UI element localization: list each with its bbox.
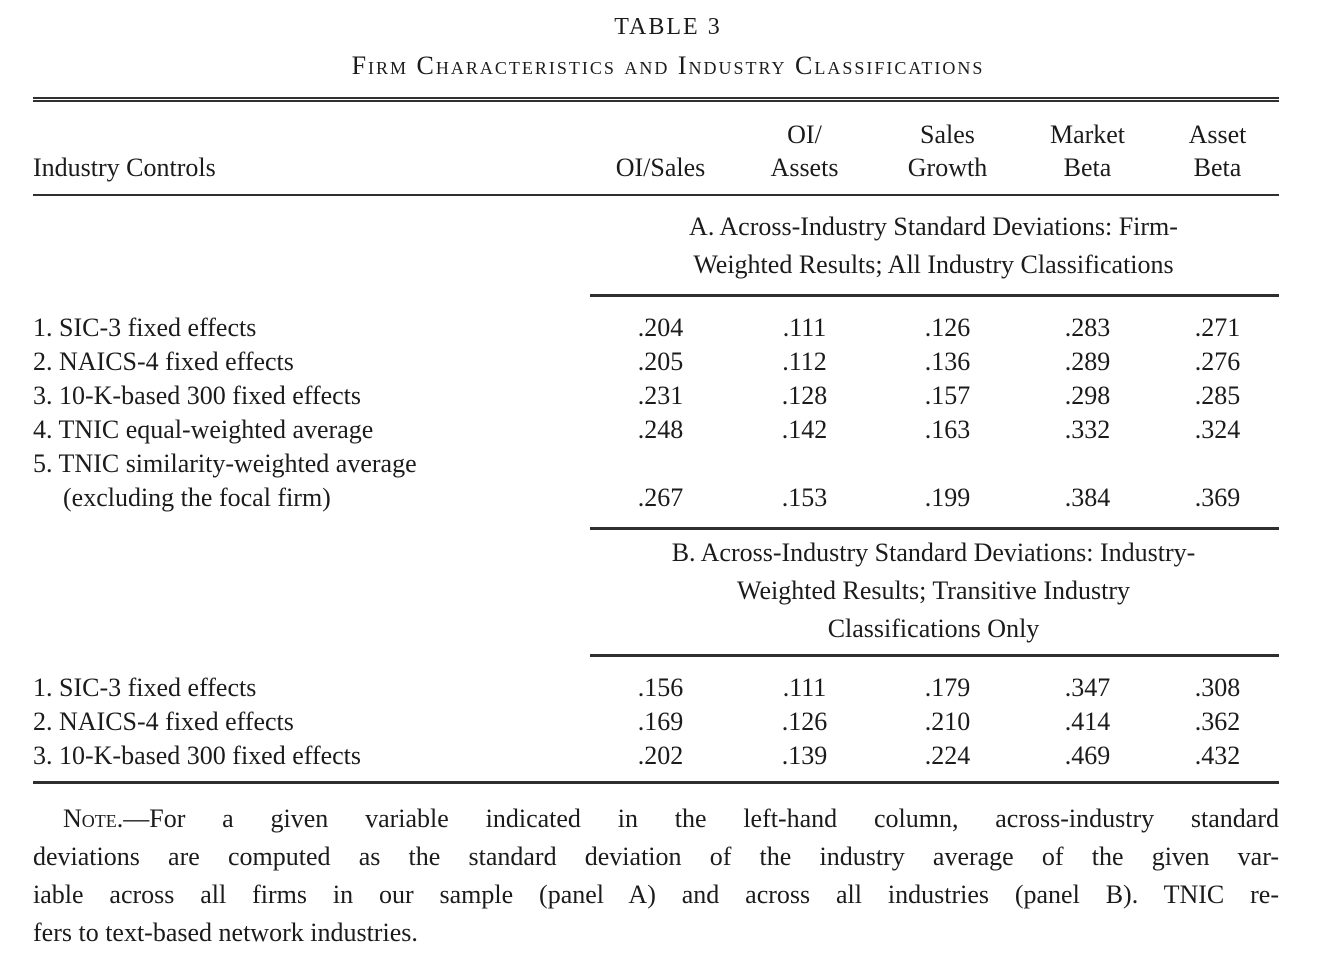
- column-header-oi-assets: OI/ Assets: [733, 118, 876, 184]
- stub-header: Industry Controls: [33, 153, 216, 182]
- cell-value: .347: [1064, 673, 1111, 702]
- cell-value: .136: [924, 347, 971, 376]
- column-header-line: Asset: [1188, 120, 1247, 149]
- panel-a-rows: 1. SIC-3 fixed effects .204 .111 .126 .2…: [33, 297, 1279, 527]
- panel-a-heading: A. Across-Industry Standard Deviations: …: [588, 208, 1279, 284]
- row-label: 2. NAICS-4 fixed effects: [33, 707, 294, 736]
- panel-a-rule: [590, 294, 1279, 297]
- row-label: 2. NAICS-4 fixed effects: [33, 347, 294, 376]
- column-header-oi-sales: OI/Sales: [588, 151, 733, 184]
- top-double-rule: [33, 97, 1279, 102]
- cell-value: .332: [1064, 415, 1111, 444]
- column-header-line: Growth: [907, 153, 988, 182]
- row-label: 1. SIC-3 fixed effects: [33, 313, 257, 342]
- cell-value: .324: [1194, 415, 1241, 444]
- cell-value: .126: [781, 707, 828, 736]
- cell-value: .384: [1064, 483, 1111, 512]
- panel-b-rule: [590, 654, 1279, 657]
- row-label-line: 5. TNIC similarity-weighted average: [33, 449, 417, 478]
- cell-value: .205: [637, 347, 684, 376]
- cell-value: .298: [1064, 381, 1111, 410]
- cell-value: .469: [1064, 741, 1111, 770]
- cell-value: .308: [1194, 673, 1241, 702]
- panel-b-rows: 1. SIC-3 fixed effects .156 .111 .179 .3…: [33, 657, 1279, 781]
- cell-value: .111: [782, 673, 827, 702]
- panel-b-heading-line: Weighted Results; Transitive Industry: [737, 576, 1130, 605]
- panel-b-heading: B. Across-Industry Standard Deviations: …: [588, 534, 1279, 648]
- cell-value: .169: [637, 707, 684, 736]
- cell-value: .283: [1064, 313, 1111, 342]
- cell-value: .362: [1194, 707, 1241, 736]
- cell-value: .271: [1194, 313, 1241, 342]
- column-header-line: Beta: [1193, 153, 1242, 182]
- cell-value: .111: [782, 313, 827, 342]
- cell-value: .112: [782, 347, 827, 376]
- row-label: 4. TNIC equal-weighted average: [33, 415, 374, 444]
- cell-value: .204: [637, 313, 684, 342]
- cell-value: .432: [1194, 741, 1241, 770]
- row-label: 1. SIC-3 fixed effects: [33, 673, 257, 702]
- table-title: Firm Characteristics and Industry Classi…: [351, 51, 985, 80]
- note-line: Note.—For a given variable indicated in …: [33, 800, 1279, 838]
- column-header-row: Industry Controls OI/Sales OI/ Assets Sa…: [33, 102, 1279, 196]
- row-label: 5. TNIC similarity-weighted average (exc…: [33, 447, 588, 515]
- cell-value: .224: [924, 741, 971, 770]
- panel-b-heading-line: Classifications Only: [827, 614, 1040, 643]
- cell-value: .248: [637, 415, 684, 444]
- note-line: deviations are computed as the standard …: [33, 842, 1279, 871]
- cell-value: .414: [1064, 707, 1111, 736]
- cell-value: .210: [924, 707, 971, 736]
- column-header-line: Market: [1049, 120, 1126, 149]
- row-label-line: (excluding the focal firm): [63, 483, 331, 512]
- cell-value: .231: [637, 381, 684, 410]
- cell-value: .289: [1064, 347, 1111, 376]
- cell-value: .267: [637, 483, 684, 512]
- note-text: —For a given variable indicated in the l…: [123, 804, 1279, 833]
- column-header-market-beta: Market Beta: [1019, 118, 1156, 184]
- panel-b-top-rule: [590, 527, 1279, 530]
- column-header-line: OI/: [787, 120, 822, 149]
- cell-value: .285: [1194, 381, 1241, 410]
- cell-value: .126: [924, 313, 971, 342]
- cell-value: .128: [781, 381, 828, 410]
- table-number: TABLE 3: [614, 14, 722, 40]
- table-note: Note.—For a given variable indicated in …: [33, 800, 1279, 952]
- cell-value: .202: [637, 741, 684, 770]
- column-header-line: Assets: [770, 153, 839, 182]
- note-line: fers to text-based network industries.: [33, 918, 418, 947]
- column-header-asset-beta: Asset Beta: [1156, 118, 1279, 184]
- cell-value: .369: [1194, 483, 1241, 512]
- row-label: 3. 10-K-based 300 fixed effects: [33, 741, 362, 770]
- row-label: 3. 10-K-based 300 fixed effects: [33, 381, 362, 410]
- column-header-line: OI/Sales: [615, 153, 706, 182]
- cell-value: .156: [637, 673, 684, 702]
- cell-value: .139: [781, 741, 828, 770]
- column-header-sales-growth: Sales Growth: [876, 118, 1019, 184]
- bottom-rule: [33, 781, 1279, 784]
- panel-a-heading-line: Weighted Results; All Industry Classific…: [693, 250, 1174, 279]
- cell-value: .163: [924, 415, 971, 444]
- panel-a-heading-line: A. Across-Industry Standard Deviations: …: [689, 212, 1178, 241]
- cell-value: .199: [924, 483, 971, 512]
- cell-value: .142: [781, 415, 828, 444]
- panel-b-heading-line: B. Across-Industry Standard Deviations: …: [671, 538, 1196, 567]
- cell-value: .276: [1194, 347, 1241, 376]
- table: Industry Controls OI/Sales OI/ Assets Sa…: [33, 97, 1279, 784]
- note-label: Note.: [63, 804, 124, 833]
- note-line: iable across all firms in our sample (pa…: [33, 880, 1279, 909]
- cell-value: .153: [781, 483, 828, 512]
- cell-value: .179: [924, 673, 971, 702]
- column-header-line: Beta: [1063, 153, 1112, 182]
- column-header-line: Sales: [920, 120, 975, 149]
- cell-value: .157: [924, 381, 971, 410]
